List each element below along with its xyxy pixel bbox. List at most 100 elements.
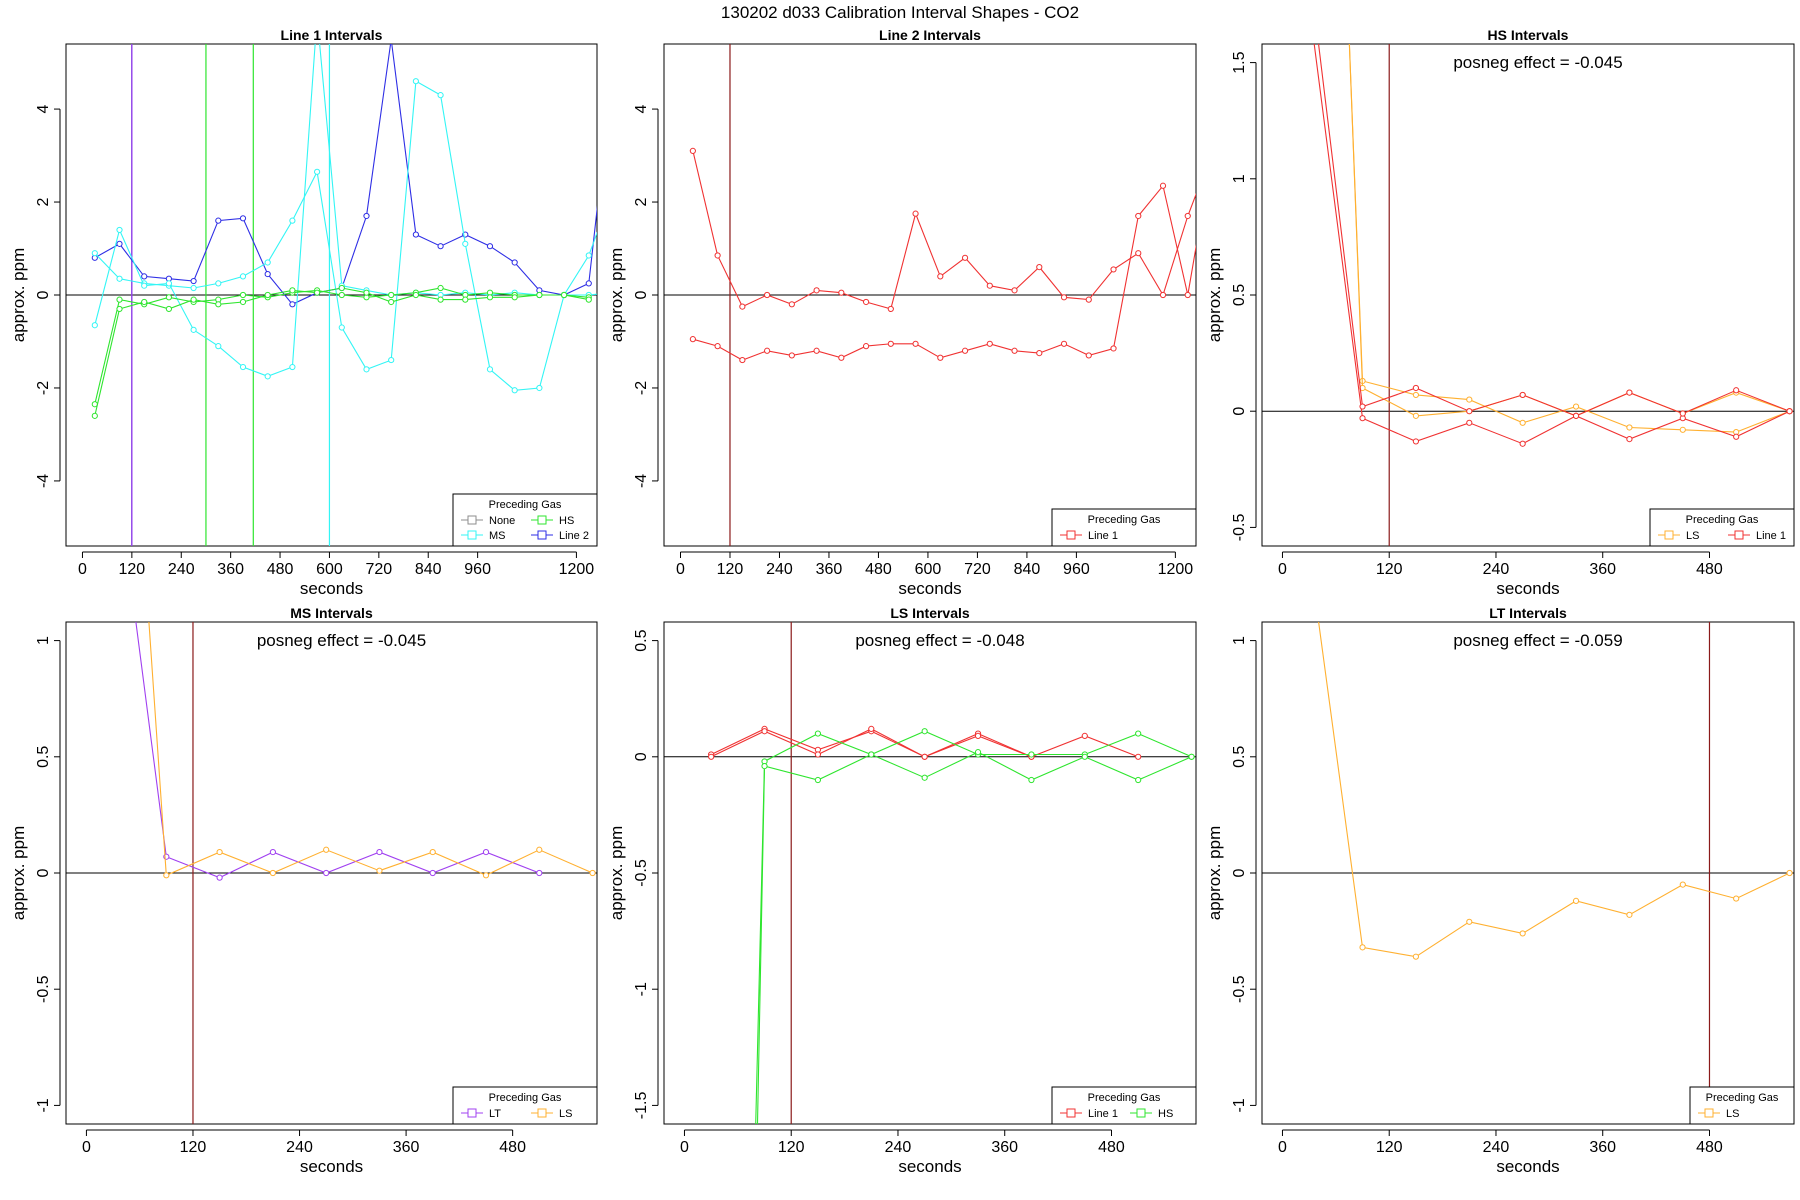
x-axis: 0 120 240 360 480 600 720 840 960 1200 seconds: [676, 551, 1194, 598]
plot-frame: [663, 621, 1197, 1125]
data-point: [190, 326, 197, 333]
data-point: [1110, 266, 1117, 273]
data-point: [1135, 250, 1142, 257]
data-point: [1135, 212, 1142, 220]
data-point: [761, 762, 768, 770]
data-point: [1359, 415, 1366, 422]
x-tick-label: 360: [1589, 1139, 1616, 1156]
legend: Preceding Gas LS Line 1: [1649, 508, 1795, 547]
data-point: [838, 289, 845, 296]
data-point: [1466, 419, 1473, 426]
data-point: [862, 298, 870, 306]
data-point: [1210, 148, 1215, 153]
data-point: [689, 336, 696, 343]
data-point: [314, 14, 319, 19]
data-point: [838, 354, 845, 361]
series-line: [94, 80, 597, 391]
y-tick-label: 0: [1231, 407, 1248, 416]
plot-area: [66, 622, 597, 1124]
data-point: [1466, 396, 1473, 403]
y-tick-label: -1: [1231, 1098, 1248, 1112]
x-tick-label: 0: [1278, 561, 1287, 578]
data-point: [165, 294, 173, 301]
data-point: [269, 869, 276, 877]
series-line: [1313, 44, 1790, 445]
data-point: [536, 869, 543, 877]
y-axis-label: approx. ppm: [9, 248, 28, 343]
legend-swatch-marker: [1066, 530, 1076, 540]
data-point: [708, 753, 715, 760]
data-point: [764, 347, 771, 354]
data-point: [313, 168, 321, 175]
data-point: [289, 363, 296, 371]
legend-box: [1051, 1086, 1197, 1125]
x-axis-label: seconds: [300, 579, 363, 598]
x-tick-label: 0: [676, 561, 685, 578]
y-axis: -4 -2 0 2 4 approx. ppm: [9, 105, 61, 488]
legend-box: [1051, 508, 1197, 547]
x-tick-label: 120: [1376, 561, 1403, 578]
data-point: [912, 340, 919, 347]
data-point: [1572, 897, 1580, 904]
data-point: [216, 874, 223, 881]
data-point: [1679, 426, 1686, 433]
x-tick-label: 0: [1278, 1139, 1287, 1156]
data-point: [289, 301, 296, 308]
data-point: [536, 384, 543, 392]
data-point: [611, 185, 616, 190]
legend-swatch-marker: [1664, 530, 1674, 540]
data-point: [388, 291, 395, 299]
data-point: [215, 343, 222, 350]
data-point: [91, 412, 98, 419]
x-tick-label: 120: [119, 561, 146, 578]
data-point: [1626, 435, 1633, 443]
series-line: [1348, 44, 1790, 433]
data-point: [986, 340, 993, 347]
x-tick-label: 240: [1483, 1139, 1510, 1156]
data-point: [1412, 391, 1420, 399]
data-point: [788, 301, 795, 308]
y-tick-label: 2: [35, 197, 52, 206]
data-point: [1135, 730, 1142, 737]
data-point: [269, 848, 276, 856]
y-tick-label: 1: [35, 636, 52, 645]
x-tick-label: 0: [680, 1139, 689, 1156]
data-point: [739, 356, 746, 364]
legend-swatch-marker: [1136, 1108, 1146, 1118]
y-axis: -1 -0.5 0 0.5 1 approx. ppm: [1205, 636, 1257, 1113]
legend-entry-label: LT: [489, 1108, 501, 1120]
y-axis-label: approx. ppm: [607, 248, 626, 343]
x-axis-label: seconds: [898, 579, 961, 598]
data-point: [1412, 384, 1420, 392]
data-point: [961, 254, 969, 261]
data-point: [338, 284, 345, 292]
legend-entry-label: Line 2: [559, 530, 589, 542]
y-tick-label: 0.5: [633, 629, 650, 651]
data-point: [1733, 433, 1740, 440]
data-point: [141, 282, 148, 289]
x-axis-label: seconds: [300, 1157, 363, 1176]
data-point: [1159, 291, 1167, 299]
data-point: [912, 210, 919, 217]
data-point: [1412, 438, 1420, 445]
x-tick-label: 960: [1063, 561, 1090, 578]
data-point: [486, 294, 494, 301]
data-point: [1466, 918, 1473, 925]
legend-entry-label: Line 1: [1088, 1108, 1118, 1120]
x-axis: 0 120 240 360 480 seconds: [1278, 1129, 1723, 1176]
data-point: [116, 226, 123, 234]
series-line: [94, 44, 597, 377]
data-point: [389, 37, 394, 42]
data-point: [1626, 911, 1633, 918]
y-axis: -0.5 0 0.5 1 1.5 approx. ppm: [1205, 51, 1257, 541]
y-tick-label: -2: [35, 381, 52, 395]
data-point: [1311, 37, 1316, 42]
data-point: [165, 280, 173, 287]
plot-area: [66, 14, 616, 546]
legend-entry-label: HS: [1158, 1108, 1173, 1120]
y-tick-label: 0: [1231, 868, 1248, 877]
x-tick-label: 1200: [1158, 561, 1194, 578]
x-tick-label: 240: [286, 1139, 313, 1156]
data-point: [1519, 391, 1526, 399]
panel-title: MS Intervals: [290, 605, 373, 621]
